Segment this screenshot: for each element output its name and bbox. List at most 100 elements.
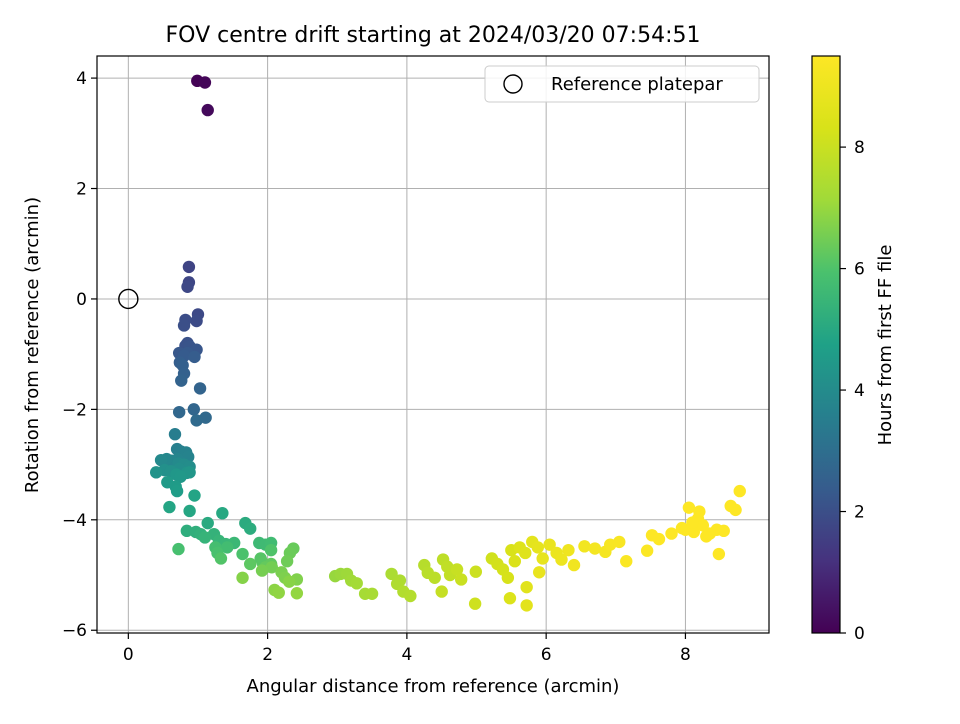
- scatter-point-113: [455, 573, 468, 586]
- scatter-point-122: [503, 592, 517, 605]
- scatter-point-54: [201, 516, 214, 530]
- x-axis-label: Angular distance from reference (arcmin): [247, 676, 620, 697]
- scatter-point-134: [562, 543, 575, 557]
- colorbar-tick-label-1: 2: [854, 503, 865, 523]
- legend-box: [484, 65, 760, 103]
- scatter-point-1: [198, 76, 212, 89]
- colorbar: 0 2 4 6 8 Hours from first FF file: [811, 55, 896, 644]
- y-axis-label: Rotation from reference (arcmin): [22, 197, 43, 493]
- scatter-point-155: [733, 484, 746, 498]
- colorbar-tick-label-0: 0: [854, 624, 865, 644]
- scatter-point-53: [216, 506, 229, 520]
- scatter-point-2: [201, 103, 214, 117]
- scatter-point-42: [149, 466, 163, 479]
- x-tick-label-0: 0: [123, 645, 134, 665]
- scatter-point-111: [435, 585, 448, 598]
- scatter-point-115: [468, 597, 482, 610]
- scatter-point-154: [729, 503, 742, 517]
- scatter-point-104: [404, 589, 417, 603]
- scatter-point-56: [244, 522, 257, 535]
- y-tick-label-4: 2: [76, 180, 87, 200]
- scatter-point-112: [450, 563, 464, 576]
- reference-marker-layer: [118, 288, 139, 310]
- y-tick-label-0: −6: [62, 621, 87, 641]
- scatter-point-137: [588, 542, 602, 555]
- scatter-point-88: [236, 571, 249, 584]
- colorbar-ticks: 0 2 4 6 8: [840, 138, 865, 644]
- x-tick-label-2: 4: [401, 645, 412, 665]
- scatter-point-61: [198, 531, 212, 544]
- scatter-point-35: [154, 453, 168, 467]
- x-axis-ticks: 0 2 4 6 8: [123, 633, 691, 665]
- scatter-point-131: [543, 538, 556, 551]
- scatter-point-9: [177, 319, 191, 332]
- scatter-point-73: [264, 543, 278, 557]
- scatter-point-121: [508, 555, 522, 568]
- legend: Reference platepar: [484, 65, 760, 103]
- scatter-point-130: [532, 566, 546, 579]
- scatter-point-92: [290, 587, 304, 600]
- scatter-point-22: [193, 382, 207, 395]
- scatter-point-125: [520, 580, 533, 594]
- x-tick-label-1: 2: [262, 645, 273, 665]
- colorbar-label: Hours from first FF file: [875, 245, 896, 446]
- scatter-point-149: [696, 519, 710, 532]
- y-tick-label-2: −2: [62, 400, 87, 420]
- scatter-point-84: [255, 564, 269, 577]
- scatter-point-52: [183, 504, 196, 518]
- scatter-point-27: [168, 428, 182, 441]
- scatter-point-100: [385, 567, 398, 581]
- scatter-point-107: [428, 571, 441, 584]
- x-tick-label-3: 6: [541, 645, 552, 665]
- y-tick-label-3: 0: [76, 290, 87, 310]
- scatter-point-119: [501, 571, 515, 584]
- scatter-point-160: [703, 527, 717, 540]
- chart-title: FOV centre drift starting at 2024/03/20 …: [166, 23, 701, 48]
- scatter-point-140: [613, 535, 626, 549]
- scatter-point-50: [188, 489, 201, 502]
- scatter-point-99: [365, 587, 379, 600]
- scatter-point-49: [170, 484, 184, 498]
- scatter-point-77: [244, 557, 257, 571]
- scatter-point-156: [665, 527, 678, 540]
- legend-marker-icon: [503, 74, 523, 94]
- scatter-point-97: [350, 577, 363, 590]
- colorbar-tick-label-3: 6: [854, 260, 865, 280]
- scatter-point-83: [265, 561, 278, 574]
- scatter-point-141: [620, 555, 633, 568]
- scatter-point-23: [187, 403, 200, 416]
- scatter-point-126: [520, 599, 533, 612]
- scatter-point-57: [180, 524, 194, 538]
- scatter-point-91: [272, 586, 285, 599]
- scatter-point-146: [682, 501, 696, 514]
- scatter-point-136: [578, 540, 591, 553]
- scatter-point-74: [214, 552, 228, 565]
- scatter-point-26: [190, 414, 203, 427]
- y-tick-label-1: −4: [62, 511, 87, 531]
- scatter-points: [149, 74, 746, 612]
- scatter-point-129: [536, 552, 549, 565]
- scatter-point-158: [686, 516, 699, 529]
- colorbar-tick-label-2: 4: [854, 381, 865, 401]
- scatter-point-82: [280, 555, 294, 568]
- scatter-point-142: [640, 544, 654, 557]
- scatter-point-51: [163, 500, 176, 514]
- scatter-point-3: [182, 260, 196, 274]
- y-tick-label-5: 4: [76, 69, 87, 89]
- plot-frame: [96, 55, 770, 634]
- y-axis-ticks: −6 −4 −2 0 2 4: [62, 69, 97, 641]
- scatter-point-161: [717, 524, 730, 538]
- scatter-point-24: [172, 405, 186, 419]
- scatter-point-114: [469, 565, 483, 578]
- x-tick-label-4: 8: [680, 645, 691, 665]
- scatter-point-89: [282, 575, 296, 588]
- scatter-point-21: [175, 374, 188, 387]
- scatter-point-152: [712, 547, 726, 561]
- scatter-point-144: [652, 532, 666, 546]
- scatter-point-68: [221, 541, 234, 554]
- scatter-point-72: [236, 547, 249, 561]
- scatter-point-133: [555, 553, 568, 566]
- colorbar-gradient: [811, 55, 841, 634]
